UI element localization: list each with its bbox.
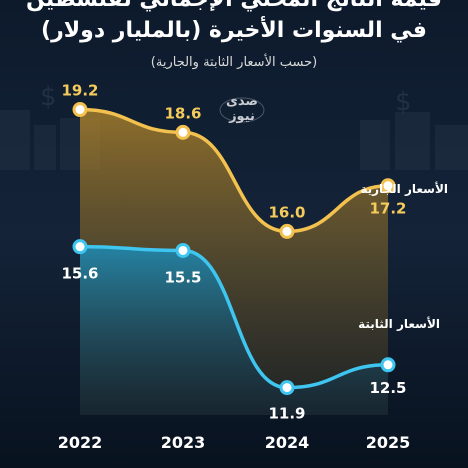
point-current-2024 xyxy=(279,223,295,239)
line-constant xyxy=(78,244,390,390)
x-tick-2024: 2024 xyxy=(265,433,310,452)
svg-text:$: $ xyxy=(395,87,412,117)
value-label-current-2022: 19.2 xyxy=(61,82,98,100)
point-constant-2024 xyxy=(279,380,295,396)
value-label-constant-2023: 15.5 xyxy=(164,268,201,286)
x-tick-2023: 2023 xyxy=(161,433,206,452)
line-current xyxy=(78,107,390,234)
value-label-current-2024: 16.0 xyxy=(268,203,305,221)
point-constant-2022 xyxy=(72,239,88,255)
chart-title-line-2: في السنوات الأخيرة (بالمليار دولار) xyxy=(41,18,427,43)
chart-subtitle: (حسب الأسعار الثابتة والجارية) xyxy=(150,55,318,70)
value-label-current-2023: 18.6 xyxy=(164,104,201,122)
svg-text:$: $ xyxy=(40,82,57,112)
area-constant xyxy=(80,246,388,415)
point-constant-2025 xyxy=(380,357,396,373)
point-current-2025 xyxy=(380,178,396,194)
logo-text: صدى نيوز xyxy=(226,94,258,124)
x-tick-2025: 2025 xyxy=(366,433,411,452)
sada-news-logo xyxy=(219,97,265,123)
value-label-constant-2024: 11.9 xyxy=(268,405,305,423)
point-current-2022 xyxy=(72,102,88,118)
point-constant-2023 xyxy=(175,242,191,258)
x-tick-2022: 2022 xyxy=(58,433,103,452)
series-label-current-prices: الأسعار الجارية xyxy=(360,182,448,196)
point-current-2023 xyxy=(175,124,191,140)
value-label-constant-2025: 12.5 xyxy=(369,379,406,397)
series-label-constant-prices: الأسعار الثابتة xyxy=(358,317,440,331)
value-label-constant-2022: 15.6 xyxy=(61,265,98,283)
value-label-current-2025: 17.2 xyxy=(369,200,406,218)
chart-title-line-1: قيمة الناتج المحلي الإجمالي لفلسطين xyxy=(0,0,468,14)
